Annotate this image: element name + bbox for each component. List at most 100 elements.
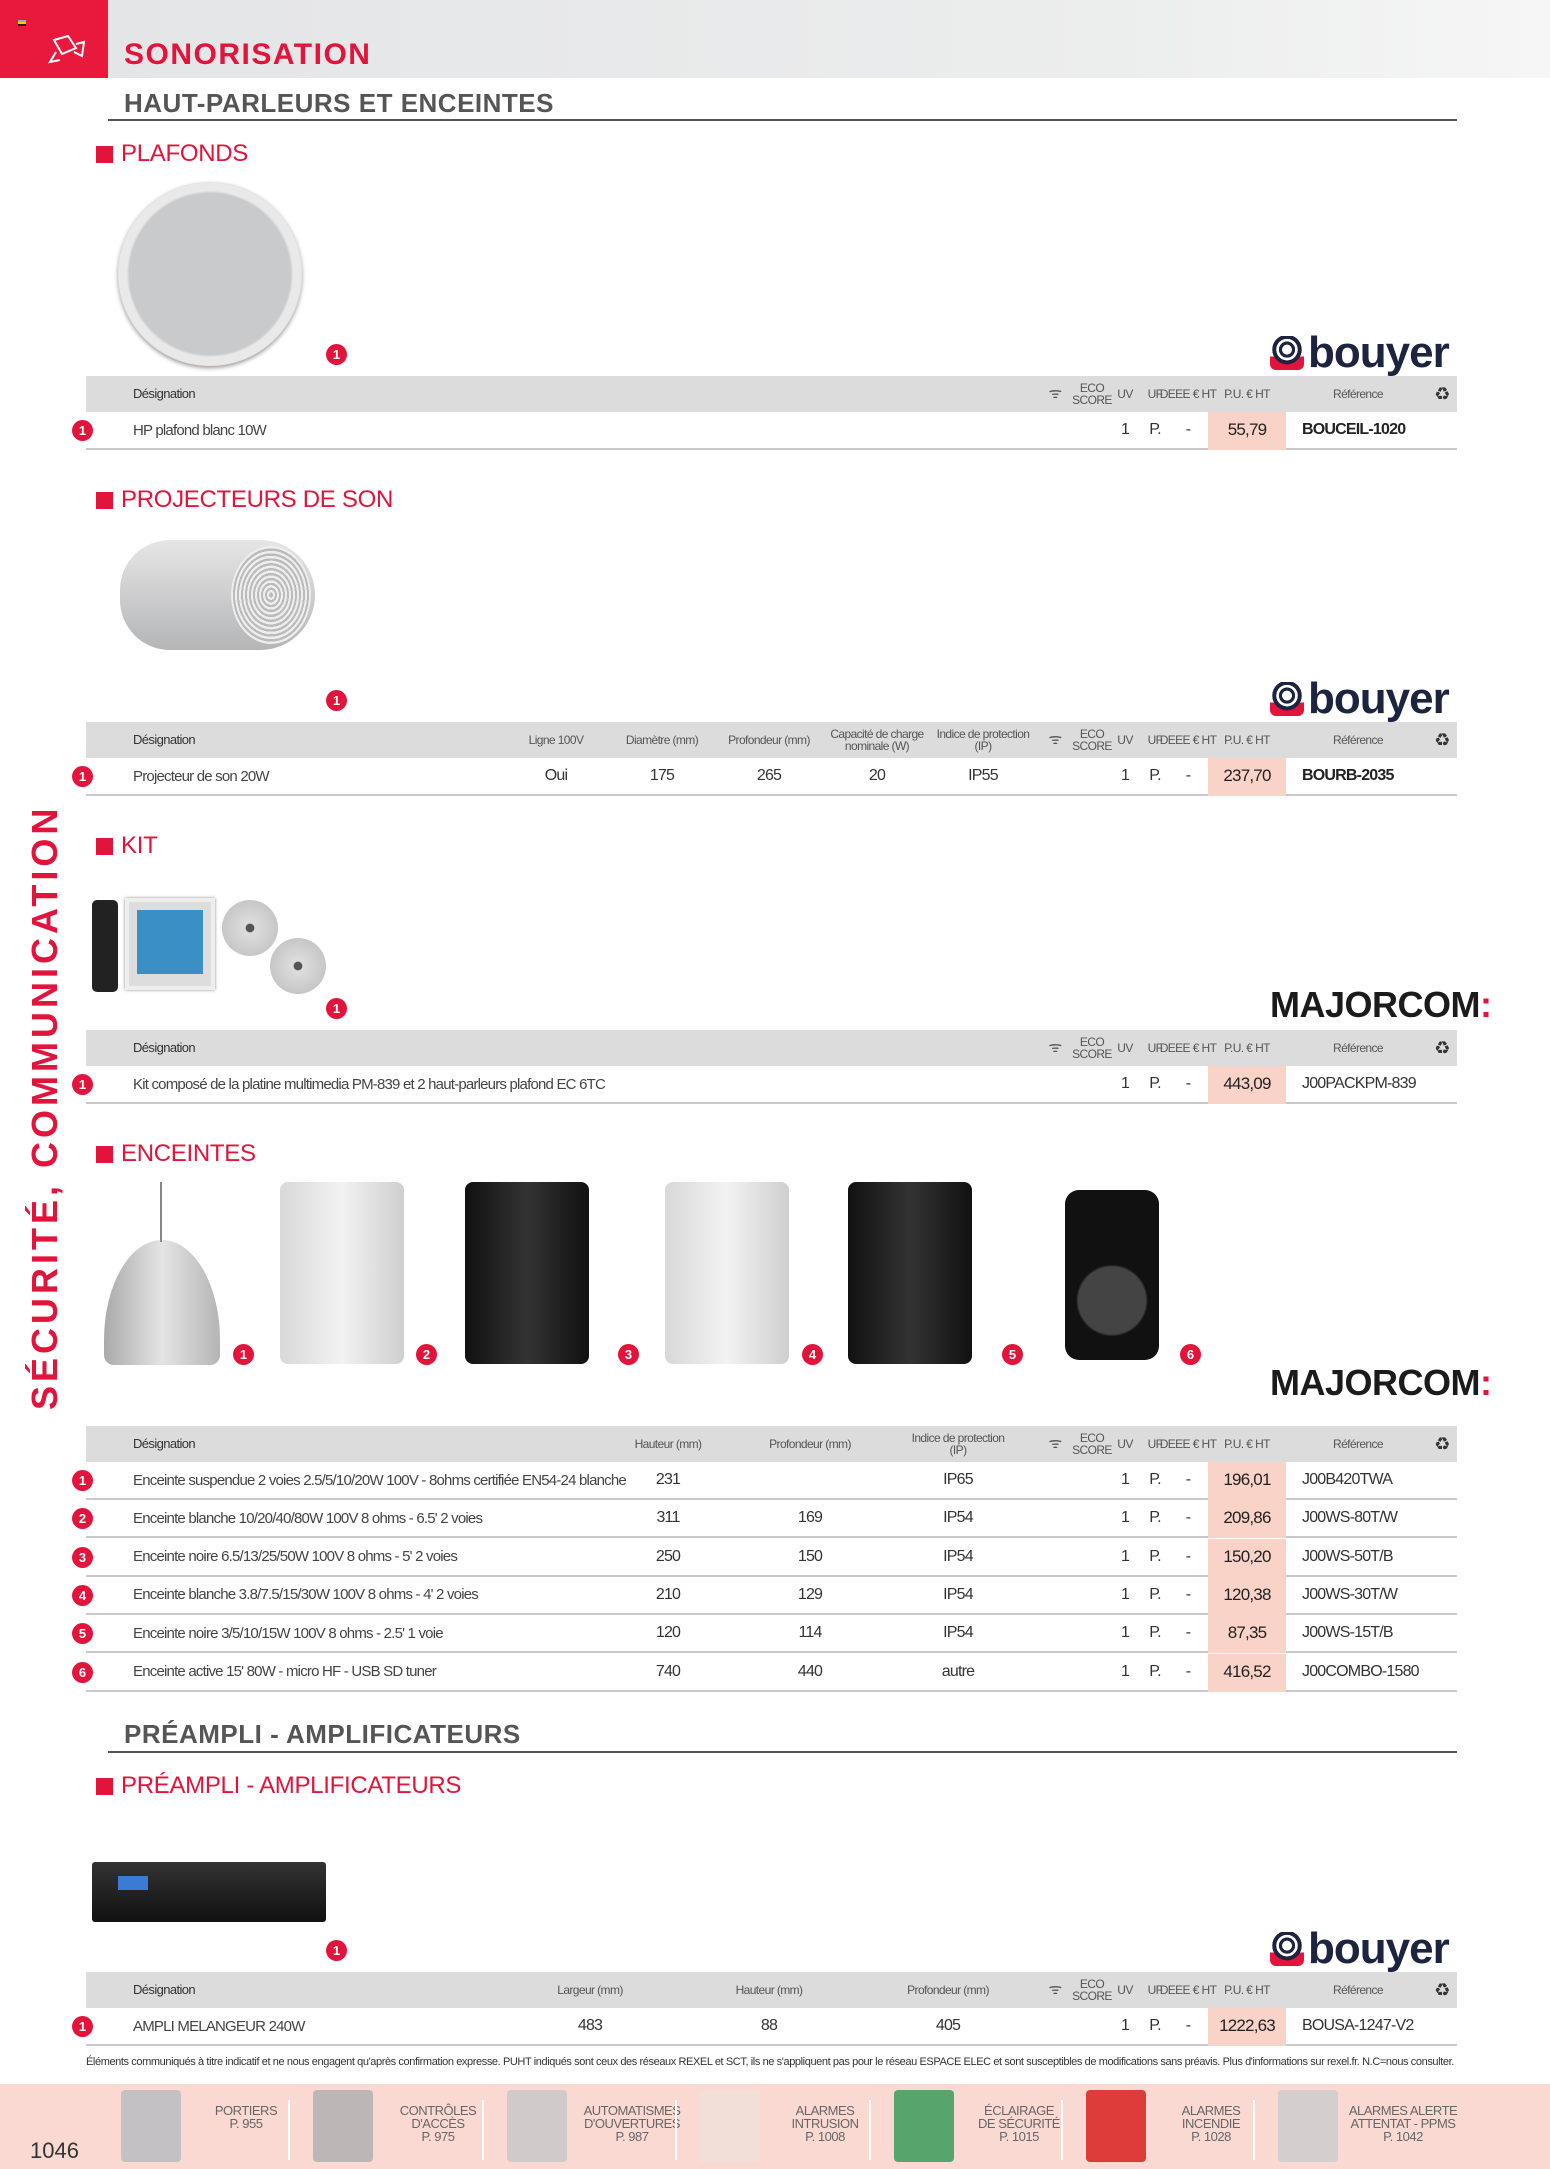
- footer-category-image[interactable]: [313, 2090, 373, 2162]
- table-row: 6 Enceinte active 15' 80W - micro HF - US…: [72, 1653, 1457, 1692]
- ceiling-speaker-image: [118, 182, 302, 366]
- image-marker: 2: [416, 1344, 437, 1365]
- table-cell: 1: [1120, 1585, 1130, 1603]
- footer-category-link[interactable]: CONTRÔLES D'ACCÈS P. 975: [399, 2103, 477, 2144]
- column-header: Référence: [1333, 387, 1384, 401]
- column-header: UV: [1117, 1983, 1133, 1997]
- footer-category-link[interactable]: ALARMES ALERTE ATTENTAT - PPMS P. 1042: [1348, 2103, 1458, 2144]
- footer-category-image[interactable]: [121, 2090, 181, 2162]
- product-reference[interactable]: J00B420TWA: [1302, 1471, 1393, 1488]
- product-designation: Enceinte noire 3/5/10/15W 100V 8 ohms - …: [133, 1624, 444, 1642]
- category-badge: [0, 0, 108, 78]
- product-designation: AMPLI MELANGEUR 240W: [133, 2017, 305, 2035]
- footer-category-link[interactable]: ALARMES INCENDIE P. 1028: [1181, 2103, 1241, 2144]
- table-row: 1 AMPLI MELANGEUR 240W 483 88 405 1 P. - 1222,63…: [72, 2008, 1457, 2046]
- table-cell: 1: [1120, 1662, 1130, 1680]
- footer-category-image[interactable]: [700, 2090, 760, 2162]
- brand-colon: :: [1480, 984, 1492, 1025]
- wifi-icon: ᯤ: [1048, 385, 1062, 402]
- section-title: HAUT-PARLEURS ET ENCEINTES: [124, 88, 554, 118]
- table-cell: -: [1185, 1624, 1191, 1642]
- product-reference[interactable]: J00WS-30T/W: [1302, 1585, 1398, 1603]
- table-header: Désignation ECO SCORE UV UF DEEE € HT P.U. € …: [86, 1030, 1457, 1066]
- price-highlight: [1208, 758, 1286, 796]
- bouyer-swirl-icon: [1270, 682, 1304, 716]
- table-cell: -: [1185, 1662, 1191, 1680]
- product-reference[interactable]: J00WS-50T/B: [1302, 1547, 1394, 1565]
- footer-category-image[interactable]: [507, 2090, 567, 2162]
- table-cell: -: [1185, 2017, 1191, 2034]
- footer-category-image[interactable]: [1278, 2090, 1338, 2162]
- table-cell: 210: [655, 1585, 681, 1603]
- brand-name: MAJORCOM: [1270, 1362, 1481, 1403]
- footer-separator: [1253, 2100, 1255, 2160]
- column-header: Désignation: [133, 1436, 196, 1451]
- table-cell: 169: [797, 1509, 823, 1527]
- product-reference[interactable]: J00WS-80T/W: [1302, 1509, 1398, 1527]
- bullet-square-icon: [96, 1145, 113, 1163]
- column-header: UF: [1147, 387, 1163, 401]
- product-reference[interactable]: BOUSA-1247-V2: [1302, 2017, 1414, 2034]
- column-header: Désignation: [133, 1982, 196, 1997]
- column-header: Référence: [1333, 733, 1384, 747]
- image-marker: 1: [326, 998, 347, 1019]
- image-marker: 1: [326, 690, 347, 711]
- column-header: DEEE € HT: [1159, 1983, 1217, 1997]
- row-number: 3: [72, 1546, 93, 1568]
- unit-price: 150,20: [1223, 1546, 1271, 1566]
- table-cell: 1: [1120, 1075, 1130, 1092]
- footer-category-link[interactable]: PORTIERS P. 955: [214, 2103, 278, 2131]
- product-reference[interactable]: BOURB-2035: [1302, 767, 1394, 784]
- camera-icon: [47, 34, 86, 64]
- subsection-title: PRÉAMPLI - AMPLIFICATEURS: [121, 1772, 462, 1799]
- table-cell: 231: [655, 1471, 681, 1488]
- disclaimer: Éléments communiqués à titre indicatif e…: [86, 2056, 1454, 2068]
- price-highlight: [1208, 1653, 1286, 1692]
- bullet-square-icon: [96, 145, 113, 163]
- footer-category-image[interactable]: [1086, 2090, 1146, 2162]
- wifi-icon: ᯤ: [1048, 1039, 1062, 1056]
- footer-category-image[interactable]: [894, 2090, 954, 2162]
- row-number: 1: [72, 1470, 93, 1491]
- column-header: Référence: [1333, 1437, 1384, 1451]
- table-cell: 250: [655, 1547, 681, 1565]
- bullet-square-icon: [96, 837, 113, 855]
- column-header: Désignation: [133, 732, 196, 747]
- column-header: UV: [1117, 1041, 1133, 1055]
- product-reference[interactable]: BOUCEIL-1020: [1302, 421, 1406, 438]
- column-header: Désignation: [133, 386, 196, 401]
- footer-category-link[interactable]: ÉCLAIRAGE DE SÉCURITÉ P. 1015: [978, 2103, 1060, 2144]
- table-cell: 1: [1120, 421, 1130, 438]
- table-header: Désignation Ligne 100V Diamètre (mm) Profon…: [86, 722, 1457, 758]
- footer-category-link[interactable]: ALARMES INTRUSION P. 1008: [791, 2103, 860, 2144]
- footer-category-link[interactable]: AUTOMATISMES D'OUVERTURES P. 987: [583, 2103, 681, 2144]
- product-designation: Enceinte blanche 10/20/40/80W 100V 8 ohm…: [133, 1509, 483, 1527]
- table-cell: IP54: [943, 1585, 974, 1603]
- table-cell: 1: [1120, 1509, 1130, 1527]
- table-row: 1 HP plafond blanc 10W 1 P. - 55,79 BOUCEIL-10…: [72, 412, 1457, 450]
- product-reference[interactable]: J00COMBO-1580: [1302, 1662, 1420, 1680]
- image-marker: 6: [1180, 1344, 1201, 1365]
- table-cell: IP65: [943, 1471, 974, 1488]
- product-designation: Enceinte active 15' 80W - micro HF - USB…: [133, 1663, 437, 1680]
- sound-projector-image: [120, 540, 315, 650]
- product-designation: Enceinte suspendue 2 voies 2.5/5/10/20W …: [133, 1471, 627, 1489]
- column-header: Référence: [1333, 1041, 1384, 1055]
- table-cell: 311: [656, 1509, 680, 1527]
- subsection-heading: KIT: [96, 832, 158, 860]
- product-reference[interactable]: J00WS-15T/B: [1302, 1624, 1394, 1642]
- row-number: 1: [72, 1074, 93, 1095]
- table-cell: 120: [655, 1624, 681, 1642]
- table-cell: -: [1185, 1585, 1191, 1603]
- column-header: ECO SCORE: [1072, 727, 1112, 753]
- brand-name: MAJORCOM: [1270, 984, 1481, 1025]
- page-number: 1046: [30, 2138, 79, 2163]
- table-cell: P.: [1149, 2017, 1161, 2034]
- section-divider: [108, 1751, 1457, 1753]
- subsection-heading: ENCEINTES: [96, 1140, 256, 1168]
- column-header: Profondeur (mm): [728, 733, 810, 747]
- column-header: ECO SCORE: [1072, 1035, 1112, 1061]
- product-reference[interactable]: J00PACKPM-839: [1302, 1075, 1417, 1092]
- table-cell: P.: [1149, 1075, 1161, 1092]
- table-cell: 740: [655, 1662, 681, 1680]
